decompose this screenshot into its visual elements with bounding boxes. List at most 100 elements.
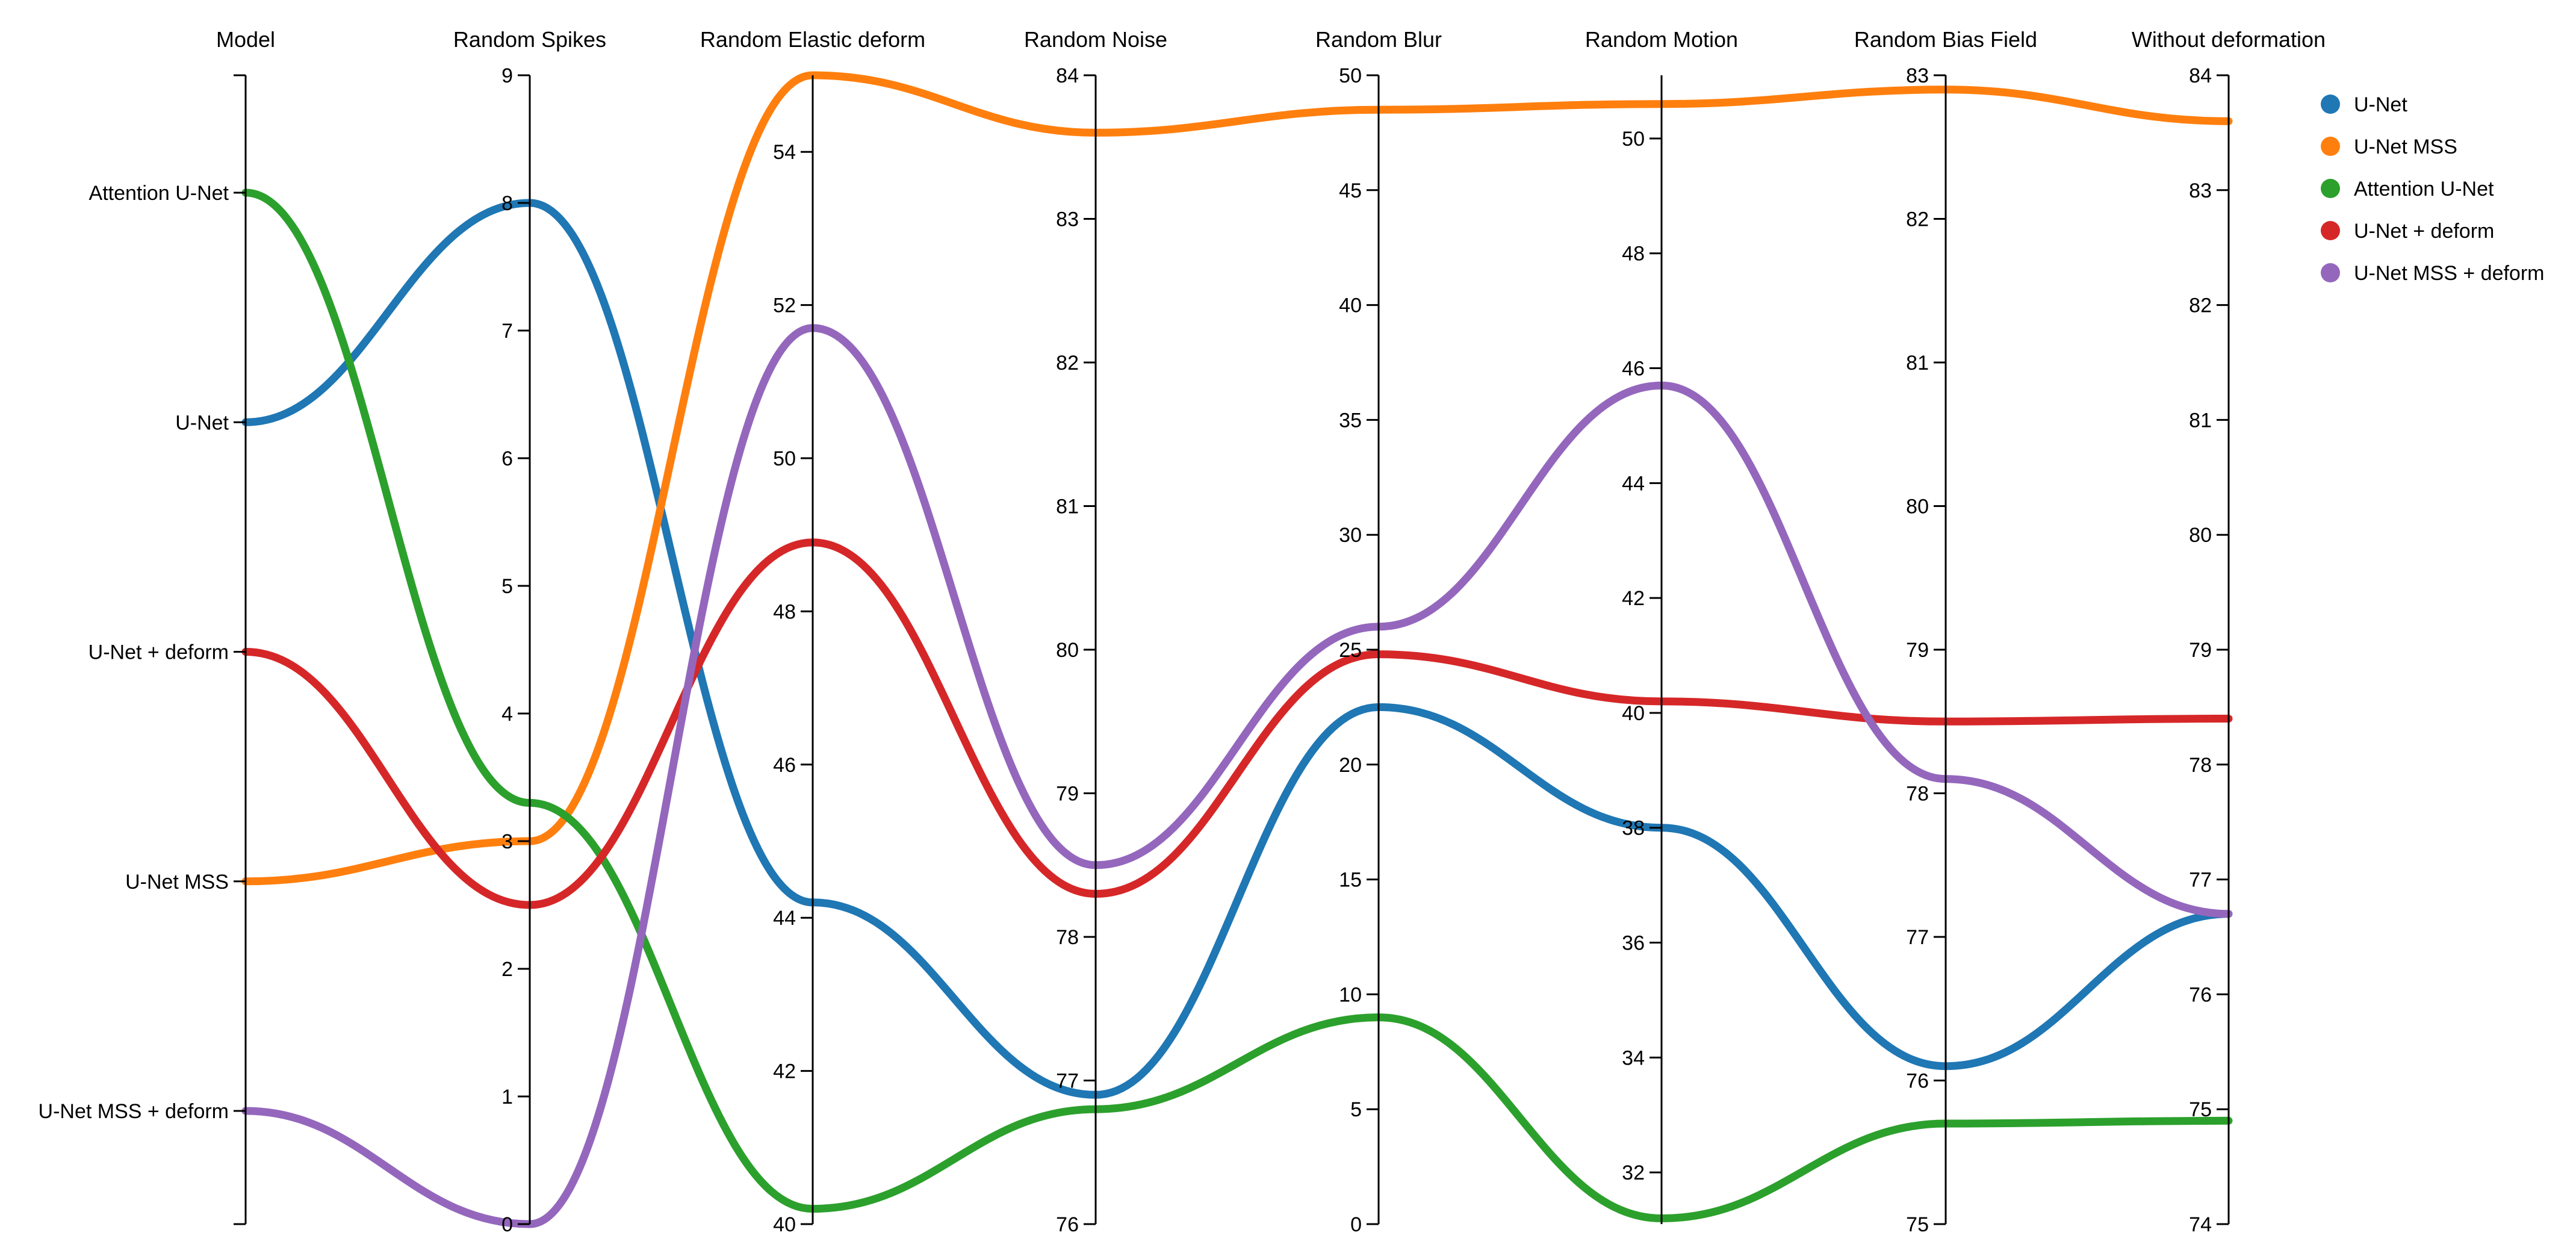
tick-label: 75 <box>1906 1213 1929 1236</box>
tick-label: 83 <box>1056 208 1079 231</box>
tick-label: 45 <box>1339 179 1362 202</box>
tick-label: 6 <box>501 447 513 470</box>
axis-blur: Random Blur 0 5 10 15 20 25 30 35 40 45 50 <box>1315 27 1442 1236</box>
tick-label: 32 <box>1622 1161 1645 1184</box>
tick-label: 46 <box>773 754 796 777</box>
tick-label: 15 <box>1339 869 1362 892</box>
tick-label: 52 <box>773 294 796 317</box>
tick-label: 34 <box>1622 1046 1645 1069</box>
tick-label: 36 <box>1622 932 1645 955</box>
tick-label: 40 <box>1622 702 1645 725</box>
tick-label: 78 <box>1056 926 1079 949</box>
tick-label: 77 <box>1056 1070 1079 1093</box>
tick-label: 78 <box>1906 783 1929 806</box>
tick-label: 79 <box>1056 783 1079 806</box>
tick-label: 44 <box>773 907 796 930</box>
tick-label: 35 <box>1339 409 1362 432</box>
tick-label: 76 <box>1906 1070 1929 1093</box>
legend-label: U-Net MSS + deform <box>2354 262 2544 285</box>
series-line-0 <box>241 199 2233 1099</box>
tick-label: 4 <box>501 703 513 726</box>
tick-label: 77 <box>1906 926 1929 949</box>
tick-label: 84 <box>1056 64 1079 87</box>
tick-label: 50 <box>1339 64 1362 87</box>
tick-label: 84 <box>2189 64 2212 87</box>
legend-swatch <box>2321 263 2340 282</box>
axis-motion: Random Motion 32 34 36 38 40 42 44 46 48 50 <box>1585 27 1738 1224</box>
tick-label: 82 <box>1906 208 1929 231</box>
axis-title: Random Blur <box>1315 27 1442 52</box>
legend-label: Attention U-Net <box>2354 178 2494 201</box>
category-label: U-Net MSS + deform <box>39 1100 229 1123</box>
tick-label: 82 <box>2189 294 2212 317</box>
tick-label: 81 <box>2189 409 2212 432</box>
tick-label: 46 <box>1622 358 1645 381</box>
tick-label: 10 <box>1339 983 1362 1006</box>
tick-label: 50 <box>773 447 796 470</box>
axis-title: Model <box>216 27 275 52</box>
tick-label: 81 <box>1056 496 1079 518</box>
legend-swatch <box>2321 95 2340 114</box>
tick-label: 0 <box>501 1213 513 1236</box>
tick-label: 9 <box>501 64 513 87</box>
legend-label: U-Net + deform <box>2354 220 2494 243</box>
tick-label: 81 <box>1906 352 1929 375</box>
tick-label: 76 <box>2189 983 2212 1006</box>
tick-label: 79 <box>1906 639 1929 662</box>
tick-label: 76 <box>1056 1213 1079 1236</box>
tick-label: 44 <box>1622 472 1645 495</box>
tick-label: 30 <box>1339 524 1362 547</box>
tick-label: 50 <box>1622 128 1645 151</box>
tick-label: 77 <box>2189 869 2212 892</box>
tick-label: 5 <box>1350 1098 1362 1121</box>
tick-label: 0 <box>1350 1213 1362 1236</box>
axis-title: Random Motion <box>1585 27 1738 52</box>
axis-model: Model Attention U-Net U-Net U-Net + deform U… <box>39 27 275 1225</box>
tick-label: 48 <box>1622 243 1645 266</box>
legend-item: U-Net MSS + deform <box>2321 262 2544 285</box>
tick-label: 2 <box>501 958 513 981</box>
axis-title: Random Spikes <box>453 27 606 52</box>
category-label: Attention U-Net <box>89 182 229 205</box>
axis-title: Without deformation <box>2132 27 2326 52</box>
axis-noise: Random Noise 76 77 78 79 80 81 82 83 84 <box>1024 27 1167 1236</box>
tick-label: 1 <box>501 1086 513 1109</box>
series-line-1 <box>241 71 2233 886</box>
legend-swatch <box>2321 179 2340 198</box>
category-label: U-Net + deform <box>88 641 229 664</box>
tick-label: 40 <box>1339 294 1362 317</box>
tick-label: 80 <box>1056 639 1079 662</box>
series-lines <box>241 71 2233 1228</box>
tick-label: 83 <box>2189 179 2212 202</box>
tick-label: 80 <box>1906 496 1929 518</box>
axis-elastic: Random Elastic deform 40 42 44 46 48 50 52 54 <box>700 27 925 1236</box>
tick-label: 79 <box>2189 639 2212 662</box>
category-label: U-Net MSS <box>125 871 229 894</box>
tick-label: 83 <box>1906 64 1929 87</box>
legend-label: U-Net MSS <box>2354 135 2457 158</box>
axis-bias: Random Bias Field 75 76 77 78 79 80 81 82 83 <box>1854 27 2037 1236</box>
series-line-4 <box>241 324 2233 1228</box>
tick-label: 8 <box>501 192 513 215</box>
tick-label: 48 <box>773 600 796 623</box>
series-line-2 <box>241 188 2233 1222</box>
axis-title: Random Bias Field <box>1854 27 2037 52</box>
category-label: U-Net <box>175 411 229 434</box>
tick-label: 75 <box>2189 1098 2212 1121</box>
tick-label: 54 <box>773 141 796 164</box>
tick-label: 5 <box>501 575 513 598</box>
axis-without: Without deformation 74 75 76 77 78 79 80 81 82 83 8… <box>2132 27 2326 1236</box>
series-line-3 <box>241 538 2233 909</box>
axis-title: Random Noise <box>1024 27 1167 52</box>
legend-item: U-Net + deform <box>2321 220 2494 243</box>
tick-label: 20 <box>1339 754 1362 777</box>
tick-label: 38 <box>1622 817 1645 840</box>
legend-item: U-Net MSS <box>2321 135 2457 158</box>
tick-label: 40 <box>773 1213 796 1236</box>
tick-label: 80 <box>2189 524 2212 547</box>
legend-swatch <box>2321 221 2340 240</box>
tick-label: 42 <box>773 1060 796 1083</box>
axis-title: Random Elastic deform <box>700 27 925 52</box>
legend-item: Attention U-Net <box>2321 178 2494 201</box>
